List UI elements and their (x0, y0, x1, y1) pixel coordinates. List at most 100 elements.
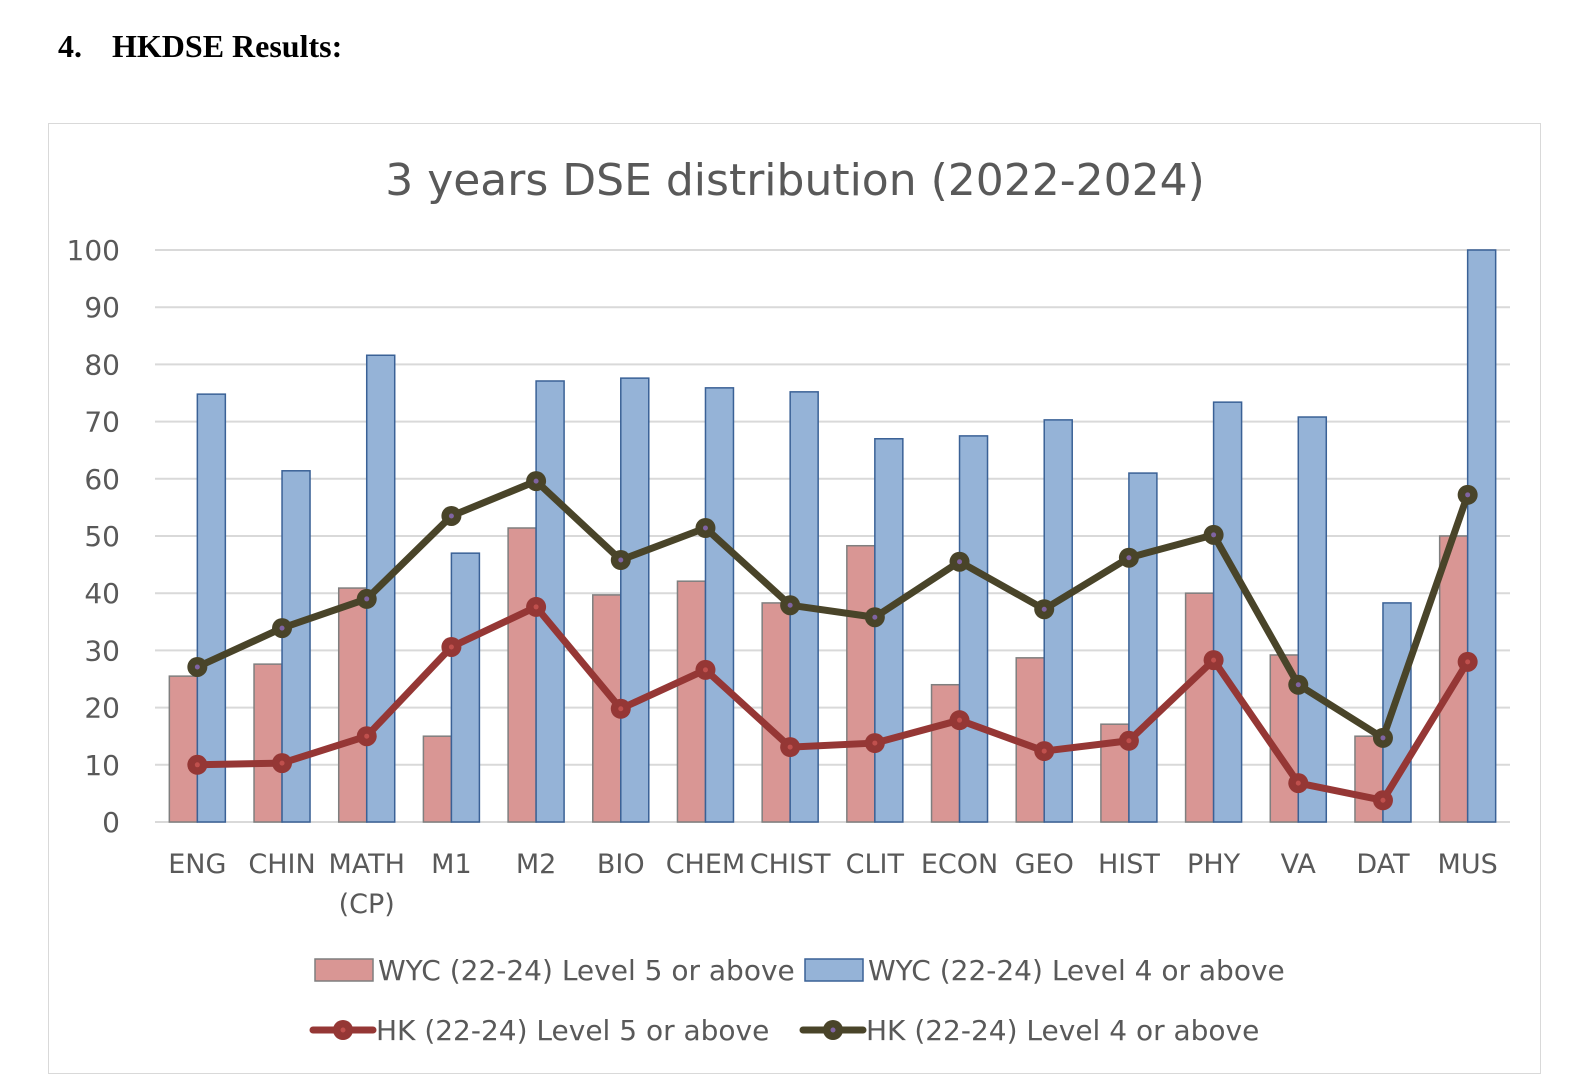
marker-center-hk-level4 (787, 602, 793, 608)
bar-wyc-level5 (337, 587, 368, 823)
bar-wyc-level4 (1043, 419, 1073, 823)
legend-label: WYC (22-24) Level 5 or above (378, 954, 795, 987)
y-axis-ticks: 0 10 20 30 40 50 60 70 80 90 100 (67, 234, 120, 839)
x-tick-label: M2 (516, 849, 556, 880)
bar-series (168, 249, 1497, 823)
section-heading: 4. HKDSE Results: (58, 28, 342, 65)
x-tick-label: CHEM (666, 849, 746, 880)
y-tick-label: 100 (67, 234, 120, 267)
marker-center-hk-level4 (279, 625, 285, 631)
x-tick-label: M1 (431, 849, 471, 880)
legend-item: HK (22-24) Level 4 or above (799, 1014, 1259, 1047)
marker-center-hk-level5 (1041, 748, 1047, 754)
bar-wyc-level4 (1382, 602, 1412, 823)
marker-center-hk-level4 (702, 525, 708, 531)
x-tick-label: CLIT (846, 849, 905, 880)
marker-center-hk-level5 (872, 740, 878, 746)
y-tick-label: 60 (84, 463, 120, 496)
y-tick-label: 0 (102, 806, 120, 839)
x-tick-label: ECON (921, 849, 998, 880)
marker-center-hk-level5 (533, 604, 539, 610)
marker-center-hk-level5 (194, 762, 200, 768)
legend-swatch (314, 958, 374, 982)
marker-center-hk-level4 (364, 596, 370, 602)
bar-wyc-level4 (958, 435, 989, 823)
section-title: HKDSE Results: (112, 28, 343, 64)
legend-item: WYC (22-24) Level 4 or above (804, 954, 1285, 987)
marker-center-hk-level5 (1211, 657, 1217, 663)
marker-center-hk-level5 (957, 717, 963, 723)
x-tick-label: PHY (1187, 849, 1241, 880)
y-tick-label: 70 (84, 406, 120, 439)
x-tick-label: CHIST (750, 849, 831, 880)
y-tick-label: 80 (84, 348, 120, 381)
bar-wyc-level4 (1466, 249, 1497, 823)
marker-center-hk-level5 (1295, 780, 1301, 786)
marker-center-hk-level5 (364, 733, 370, 739)
x-tick-label: BIO (597, 849, 645, 880)
marker-center-hk-level5 (787, 744, 793, 750)
y-tick-label: 50 (84, 520, 120, 553)
bar-wyc-level5 (168, 675, 199, 823)
marker-center-hk-level4 (1295, 682, 1301, 688)
bar-wyc-level5 (422, 735, 453, 823)
bar-wyc-level5 (253, 663, 283, 823)
bar-wyc-level5 (507, 527, 537, 823)
marker-center-hk-level4 (1380, 735, 1386, 741)
bar-wyc-level4 (196, 393, 227, 823)
chart-frame (48, 123, 1541, 1074)
line-hk-level5 (197, 603, 1471, 804)
marker-center-hk-level4 (194, 664, 200, 670)
x-tick-label: MATH (328, 849, 404, 880)
y-tick-label: 20 (84, 692, 120, 725)
y-tick-label: 40 (84, 577, 120, 610)
bar-wyc-level4 (450, 552, 481, 823)
legend-marker-center (830, 1027, 836, 1033)
marker-center-hk-level4 (1465, 492, 1471, 498)
bar-wyc-level4 (535, 380, 565, 823)
legend-marker-center (340, 1027, 346, 1033)
x-axis-ticks: ENG CHIN MATH (CP) M1 M2 BIO CHEM CHIST CLIT ECON G… (168, 849, 1498, 920)
bar-wyc-level5 (930, 683, 961, 823)
marker-center-hk-level4 (618, 557, 624, 563)
y-tick-label: 30 (84, 634, 120, 667)
x-tick-label: ENG (168, 849, 226, 880)
legend-swatch (804, 958, 864, 982)
x-tick-label: MUS (1438, 849, 1498, 880)
bar-wyc-level4 (874, 438, 904, 823)
bar-wyc-level4 (1128, 472, 1158, 823)
marker-center-hk-level4 (1211, 532, 1217, 538)
marker-center-hk-level5 (1380, 797, 1386, 803)
marker-center-hk-level5 (448, 644, 454, 650)
x-tick-label: (CP) (339, 889, 395, 920)
legend-item: WYC (22-24) Level 5 or above (314, 954, 795, 987)
bar-wyc-level4 (704, 387, 735, 823)
legend-label: HK (22-24) Level 5 or above (376, 1014, 769, 1047)
marker-center-hk-level4 (957, 559, 963, 565)
x-tick-label: VA (1281, 849, 1317, 880)
marker-center-hk-level4 (1126, 555, 1132, 561)
line-hk-level4 (195, 477, 1471, 742)
marker-center-hk-level4 (533, 478, 539, 484)
x-tick-label: HIST (1098, 849, 1160, 880)
marker-center-hk-level4 (448, 513, 454, 519)
legend-label: HK (22-24) Level 4 or above (866, 1014, 1259, 1047)
bar-wyc-level4 (620, 377, 650, 823)
x-tick-label: GEO (1015, 849, 1074, 880)
y-tick-label: 90 (84, 291, 120, 324)
section-number: 4. (58, 28, 82, 64)
bar-wyc-level5 (846, 544, 876, 823)
marker-center-hk-level5 (1126, 738, 1132, 744)
marker-center-hk-level5 (618, 706, 624, 712)
marker-center-hk-level4 (872, 614, 878, 620)
legend-item: HK (22-24) Level 5 or above (309, 1014, 769, 1047)
chart-title: 3 years DSE distribution (2022-2024) (385, 155, 1205, 206)
marker-center-hk-level5 (1465, 659, 1471, 665)
y-tick-label: 10 (84, 749, 120, 782)
x-tick-label: DAT (1356, 849, 1410, 880)
marker-center-hk-level5 (702, 667, 708, 673)
bar-wyc-level5 (1184, 592, 1215, 823)
legend: WYC (22-24) Level 5 or above WYC (22-24) … (309, 954, 1285, 1047)
bar-wyc-level4 (1297, 416, 1328, 823)
